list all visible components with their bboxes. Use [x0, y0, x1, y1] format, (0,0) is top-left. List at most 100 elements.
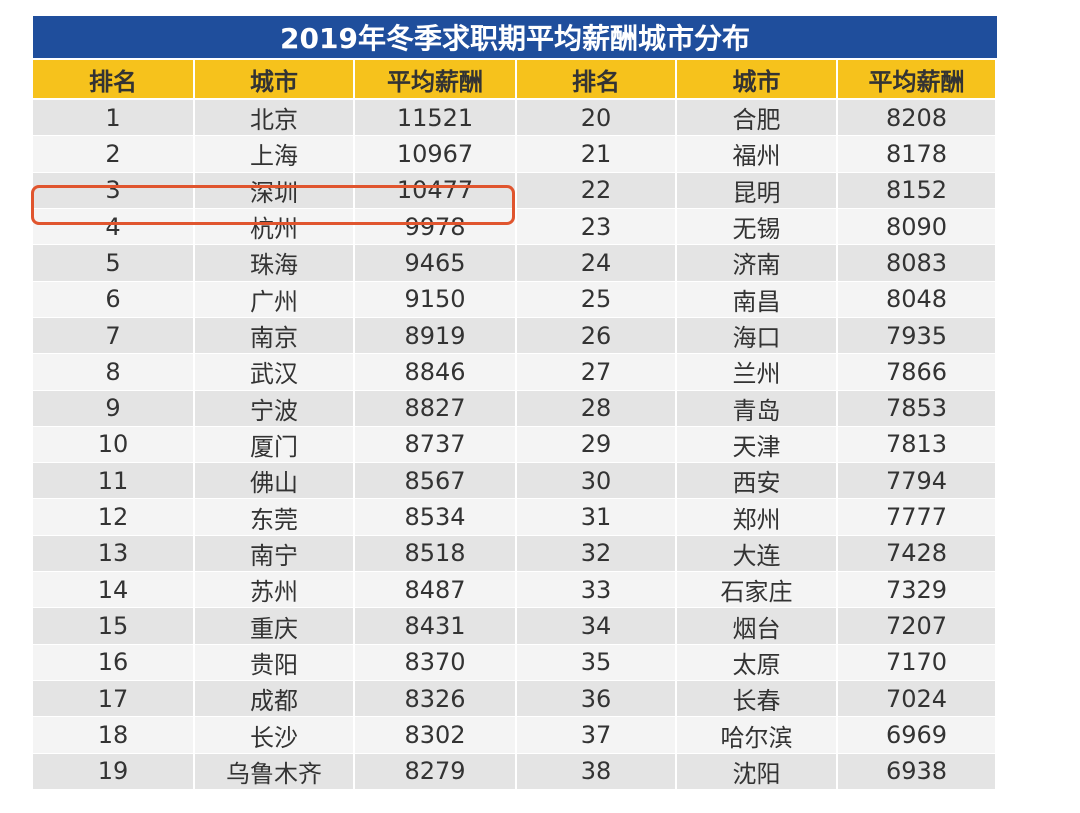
- table-cell: 7024: [838, 681, 997, 718]
- table-title: 2019年冬季求职期平均薪酬城市分布: [33, 16, 997, 58]
- table-cell: 8737: [355, 426, 517, 464]
- table-cell: 长春: [677, 681, 838, 718]
- table-cell: 9150: [355, 281, 517, 318]
- table-cell: 14: [33, 572, 195, 609]
- table-cell: 7428: [838, 535, 997, 573]
- table-cell: 27: [517, 354, 677, 391]
- table-cell: 昆明: [677, 172, 838, 209]
- table-cell: 北京: [195, 100, 355, 137]
- table-cell: 贵阳: [195, 644, 355, 682]
- table-cell: 6: [33, 281, 195, 318]
- header-cell: 排名: [517, 60, 677, 98]
- table-cell: 18: [33, 717, 195, 754]
- table-cell: 上海: [195, 136, 355, 173]
- table-cell: 7853: [838, 390, 997, 427]
- table-cell: 8431: [355, 608, 517, 645]
- table-cell: 3: [33, 172, 195, 209]
- table-cell: 7329: [838, 572, 997, 609]
- table-cell: 4: [33, 208, 195, 246]
- table-cell: 9465: [355, 245, 517, 282]
- table-cell: 15: [33, 608, 195, 645]
- table-cell: 11: [33, 463, 195, 500]
- table-cell: 8370: [355, 644, 517, 682]
- table-cell: 厦门: [195, 426, 355, 464]
- table-cell: 11521: [355, 100, 517, 137]
- table-cell: 南昌: [677, 281, 838, 318]
- table-cell: 37: [517, 717, 677, 754]
- table-cell: 广州: [195, 281, 355, 318]
- table-cell: 珠海: [195, 245, 355, 282]
- table-cell: 南宁: [195, 535, 355, 573]
- table-cell: 32: [517, 535, 677, 573]
- header-cell: 排名: [33, 60, 195, 98]
- table-cell: 26: [517, 317, 677, 355]
- table-cell: 8152: [838, 172, 997, 209]
- header-cell: 平均薪酬: [355, 60, 517, 98]
- table-cell: 25: [517, 281, 677, 318]
- table-cell: 8090: [838, 208, 997, 246]
- table-cell: 杭州: [195, 208, 355, 246]
- table-cell: 西安: [677, 463, 838, 500]
- table-cell: 乌鲁木齐: [195, 753, 355, 790]
- table-cell: 35: [517, 644, 677, 682]
- table-cell: 8827: [355, 390, 517, 427]
- table-cell: 7813: [838, 426, 997, 464]
- table-cell: 36: [517, 681, 677, 718]
- table-cell: 29: [517, 426, 677, 464]
- table-cell: 沈阳: [677, 753, 838, 790]
- table-cell: 8534: [355, 499, 517, 536]
- table-cell: 合肥: [677, 100, 838, 137]
- table-cell: 石家庄: [677, 572, 838, 609]
- table-cell: 济南: [677, 245, 838, 282]
- table-cell: 成都: [195, 681, 355, 718]
- table-cell: 重庆: [195, 608, 355, 645]
- table-cell: 7: [33, 317, 195, 355]
- table-cell: 24: [517, 245, 677, 282]
- table-cell: 8326: [355, 681, 517, 718]
- table-cell: 东莞: [195, 499, 355, 536]
- table-cell: 17: [33, 681, 195, 718]
- table-cell: 30: [517, 463, 677, 500]
- table-cell: 太原: [677, 644, 838, 682]
- table-cell: 8846: [355, 354, 517, 391]
- table-cell: 大连: [677, 535, 838, 573]
- table-cell: 34: [517, 608, 677, 645]
- table-cell: 8567: [355, 463, 517, 500]
- table-cell: 23: [517, 208, 677, 246]
- table-cell: 佛山: [195, 463, 355, 500]
- table-cell: 8518: [355, 535, 517, 573]
- table-cell: 7170: [838, 644, 997, 682]
- table-cell: 海口: [677, 317, 838, 355]
- table-cell: 10967: [355, 136, 517, 173]
- table-cell: 31: [517, 499, 677, 536]
- header-cell: 城市: [677, 60, 838, 98]
- table-cell: 郑州: [677, 499, 838, 536]
- table-cell: 6938: [838, 753, 997, 790]
- table-cell: 8178: [838, 136, 997, 173]
- table-cell: 28: [517, 390, 677, 427]
- table-cell: 8279: [355, 753, 517, 790]
- table-cell: 5: [33, 245, 195, 282]
- table-cell: 1: [33, 100, 195, 137]
- table-cell: 9978: [355, 208, 517, 246]
- table-cell: 13: [33, 535, 195, 573]
- table-cell: 7935: [838, 317, 997, 355]
- table-cell: 深圳: [195, 172, 355, 209]
- table-cell: 青岛: [677, 390, 838, 427]
- table-cell: 10477: [355, 172, 517, 209]
- table-cell: 苏州: [195, 572, 355, 609]
- header-cell: 城市: [195, 60, 355, 98]
- table-cell: 12: [33, 499, 195, 536]
- table-cell: 烟台: [677, 608, 838, 645]
- table-cell: 10: [33, 426, 195, 464]
- table-cell: 9: [33, 390, 195, 427]
- table-cell: 20: [517, 100, 677, 137]
- table-cell: 长沙: [195, 717, 355, 754]
- table-cell: 南京: [195, 317, 355, 355]
- table-cell: 8208: [838, 100, 997, 137]
- table-cell: 无锡: [677, 208, 838, 246]
- table-cell: 8083: [838, 245, 997, 282]
- highlight-box: [31, 185, 515, 225]
- table-cell: 武汉: [195, 354, 355, 391]
